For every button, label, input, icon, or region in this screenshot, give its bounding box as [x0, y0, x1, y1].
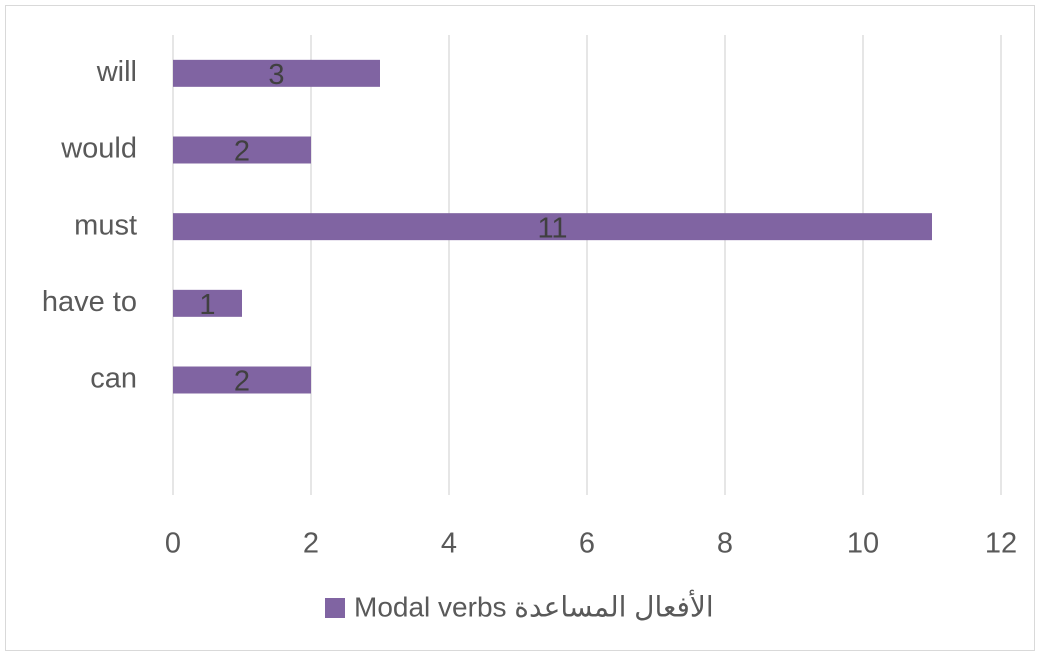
legend-swatch: [325, 598, 345, 618]
x-tick-label: 10: [847, 528, 879, 560]
bar: [173, 59, 380, 87]
data-label: 11: [537, 212, 567, 244]
x-tick-label: 2: [303, 528, 319, 560]
y-tick-label: must: [74, 209, 137, 241]
y-tick-label: would: [60, 133, 137, 165]
x-tick-label: 12: [985, 528, 1017, 560]
x-tick-label: 6: [579, 528, 595, 560]
chart-frame: [5, 5, 1035, 651]
data-label: 2: [234, 366, 250, 398]
data-label: 1: [199, 289, 215, 321]
data-label: 3: [268, 59, 284, 91]
x-tick-label: 0: [165, 528, 181, 560]
y-tick-label: have to: [42, 286, 137, 318]
x-tick-label: 4: [441, 528, 457, 560]
legend-label: Modal verbs الأفعال المساعدة: [354, 588, 714, 622]
y-tick-label: can: [90, 363, 137, 395]
bar: [173, 213, 932, 241]
data-label: 2: [234, 136, 250, 168]
y-tick-label: will: [96, 56, 137, 88]
x-tick-label: 8: [717, 528, 733, 560]
bar: [173, 366, 311, 394]
bar: [173, 289, 242, 317]
bar: [173, 136, 311, 164]
